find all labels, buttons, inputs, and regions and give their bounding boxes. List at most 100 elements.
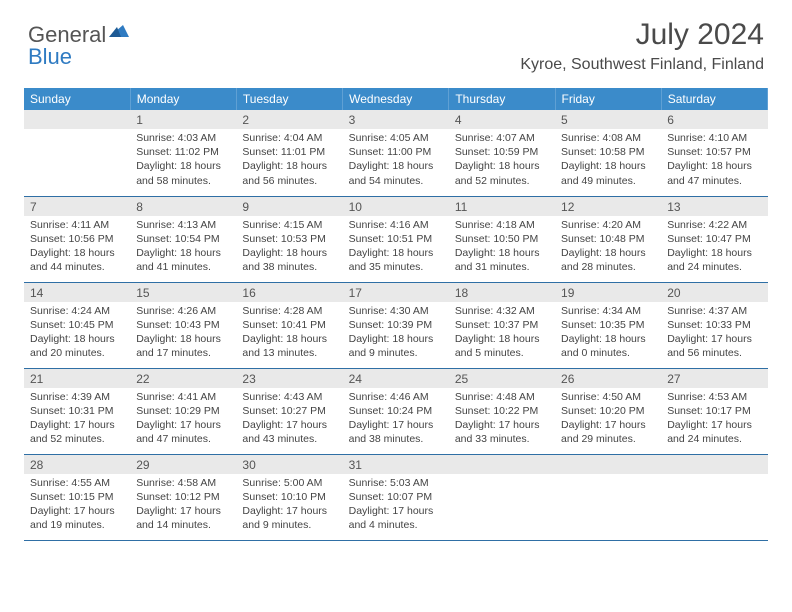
weekday-header-row: Sunday Monday Tuesday Wednesday Thursday… <box>24 88 768 110</box>
day-number: 23 <box>236 369 342 388</box>
day-detail-line: Daylight: 18 hours <box>561 159 655 173</box>
day-detail <box>555 474 661 480</box>
day-detail: Sunrise: 4:22 AMSunset: 10:47 PMDaylight… <box>661 216 767 279</box>
day-detail-line: Daylight: 18 hours <box>561 246 655 260</box>
day-detail-line: Sunrise: 4:08 AM <box>561 131 655 145</box>
day-number: 13 <box>661 197 767 216</box>
day-number-strip: 24 <box>343 369 449 388</box>
day-detail-line: Sunrise: 4:28 AM <box>242 304 336 318</box>
day-detail-line: Sunrise: 5:00 AM <box>242 476 336 490</box>
day-number: 29 <box>130 455 236 474</box>
day-detail-line: Daylight: 18 hours <box>136 332 230 346</box>
day-number: 20 <box>661 283 767 302</box>
day-detail-line: Sunrise: 4:48 AM <box>455 390 549 404</box>
day-number-strip: 20 <box>661 283 767 302</box>
sail-icon <box>108 24 130 38</box>
day-detail: Sunrise: 4:24 AMSunset: 10:45 PMDaylight… <box>24 302 130 365</box>
calendar-day-cell: 28Sunrise: 4:55 AMSunset: 10:15 PMDaylig… <box>24 454 130 540</box>
day-number-strip: 26 <box>555 369 661 388</box>
day-detail-line: Sunrise: 4:26 AM <box>136 304 230 318</box>
day-number-strip <box>661 455 767 474</box>
day-detail-line: Sunrise: 4:20 AM <box>561 218 655 232</box>
day-detail-line: and 9 minutes. <box>349 346 443 360</box>
day-detail-line: Sunset: 10:54 PM <box>136 232 230 246</box>
day-detail-line: Sunset: 10:56 PM <box>30 232 124 246</box>
day-detail-line: and 52 minutes. <box>455 174 549 188</box>
calendar-day-cell: 12Sunrise: 4:20 AMSunset: 10:48 PMDaylig… <box>555 196 661 282</box>
day-detail-line: Sunrise: 4:32 AM <box>455 304 549 318</box>
calendar-day-cell <box>555 454 661 540</box>
calendar-day-cell: 6Sunrise: 4:10 AMSunset: 10:57 PMDayligh… <box>661 110 767 196</box>
day-number: 15 <box>130 283 236 302</box>
day-detail-line: Sunset: 11:01 PM <box>242 145 336 159</box>
day-detail-line: Daylight: 17 hours <box>30 418 124 432</box>
day-detail-line: and 47 minutes. <box>136 432 230 446</box>
calendar-day-cell: 10Sunrise: 4:16 AMSunset: 10:51 PMDaylig… <box>343 196 449 282</box>
calendar-day-cell <box>449 454 555 540</box>
day-detail-line: Sunset: 10:29 PM <box>136 404 230 418</box>
day-detail-line: Daylight: 17 hours <box>349 418 443 432</box>
page-header: GeneralBlue July 2024 Kyroe, Southwest F… <box>0 0 792 78</box>
day-detail-line: Sunrise: 4:34 AM <box>561 304 655 318</box>
day-detail-line: and 43 minutes. <box>242 432 336 446</box>
day-number: 31 <box>343 455 449 474</box>
day-detail-line: and 52 minutes. <box>30 432 124 446</box>
day-detail-line: Sunset: 10:27 PM <box>242 404 336 418</box>
day-detail: Sunrise: 4:41 AMSunset: 10:29 PMDaylight… <box>130 388 236 451</box>
day-number: 11 <box>449 197 555 216</box>
day-number-strip: 6 <box>661 110 767 129</box>
calendar-day-cell: 22Sunrise: 4:41 AMSunset: 10:29 PMDaylig… <box>130 368 236 454</box>
calendar-week-row: 14Sunrise: 4:24 AMSunset: 10:45 PMDaylig… <box>24 282 768 368</box>
calendar-day-cell: 24Sunrise: 4:46 AMSunset: 10:24 PMDaylig… <box>343 368 449 454</box>
day-number-strip: 3 <box>343 110 449 129</box>
calendar-day-cell: 11Sunrise: 4:18 AMSunset: 10:50 PMDaylig… <box>449 196 555 282</box>
day-number-strip: 7 <box>24 197 130 216</box>
day-number-strip: 21 <box>24 369 130 388</box>
day-detail-line: Sunset: 10:47 PM <box>667 232 761 246</box>
day-detail-line: and 54 minutes. <box>349 174 443 188</box>
day-detail-line: Sunset: 10:20 PM <box>561 404 655 418</box>
day-number-strip: 1 <box>130 110 236 129</box>
day-detail-line: Daylight: 18 hours <box>242 159 336 173</box>
day-number-strip: 10 <box>343 197 449 216</box>
day-detail-line: Sunrise: 4:43 AM <box>242 390 336 404</box>
day-detail-line: and 29 minutes. <box>561 432 655 446</box>
day-detail: Sunrise: 4:26 AMSunset: 10:43 PMDaylight… <box>130 302 236 365</box>
day-number: 14 <box>24 283 130 302</box>
day-detail-line: Sunrise: 4:53 AM <box>667 390 761 404</box>
calendar-day-cell: 18Sunrise: 4:32 AMSunset: 10:37 PMDaylig… <box>449 282 555 368</box>
day-detail-line: Sunset: 10:12 PM <box>136 490 230 504</box>
day-number: 30 <box>236 455 342 474</box>
day-detail-line: and 24 minutes. <box>667 432 761 446</box>
day-detail-line: Sunrise: 4:04 AM <box>242 131 336 145</box>
day-number-strip: 29 <box>130 455 236 474</box>
day-detail-line: and 17 minutes. <box>136 346 230 360</box>
day-detail-line: Sunset: 10:24 PM <box>349 404 443 418</box>
day-detail-line: Sunrise: 4:11 AM <box>30 218 124 232</box>
day-detail: Sunrise: 4:18 AMSunset: 10:50 PMDaylight… <box>449 216 555 279</box>
day-detail: Sunrise: 4:48 AMSunset: 10:22 PMDaylight… <box>449 388 555 451</box>
calendar-day-cell: 7Sunrise: 4:11 AMSunset: 10:56 PMDayligh… <box>24 196 130 282</box>
day-detail-line: Daylight: 18 hours <box>667 246 761 260</box>
day-detail-line: Daylight: 18 hours <box>455 159 549 173</box>
day-detail-line: and 58 minutes. <box>136 174 230 188</box>
day-detail: Sunrise: 4:39 AMSunset: 10:31 PMDaylight… <box>24 388 130 451</box>
day-detail-line: Sunset: 10:50 PM <box>455 232 549 246</box>
day-number <box>661 455 767 474</box>
day-number <box>555 455 661 474</box>
day-detail: Sunrise: 4:07 AMSunset: 10:59 PMDaylight… <box>449 129 555 192</box>
day-detail-line: Sunrise: 4:03 AM <box>136 131 230 145</box>
day-detail-line: Sunset: 10:07 PM <box>349 490 443 504</box>
day-detail-line: Sunrise: 4:37 AM <box>667 304 761 318</box>
day-detail-line: Sunset: 10:37 PM <box>455 318 549 332</box>
weekday-header: Tuesday <box>236 88 342 110</box>
day-detail-line: Sunset: 10:39 PM <box>349 318 443 332</box>
calendar-week-row: 1Sunrise: 4:03 AMSunset: 11:02 PMDayligh… <box>24 110 768 196</box>
brand-logo: GeneralBlue <box>28 18 130 68</box>
day-detail: Sunrise: 4:43 AMSunset: 10:27 PMDaylight… <box>236 388 342 451</box>
day-number: 8 <box>130 197 236 216</box>
day-detail: Sunrise: 4:03 AMSunset: 11:02 PMDaylight… <box>130 129 236 192</box>
calendar-day-cell: 21Sunrise: 4:39 AMSunset: 10:31 PMDaylig… <box>24 368 130 454</box>
day-number-strip: 18 <box>449 283 555 302</box>
day-number: 5 <box>555 110 661 129</box>
